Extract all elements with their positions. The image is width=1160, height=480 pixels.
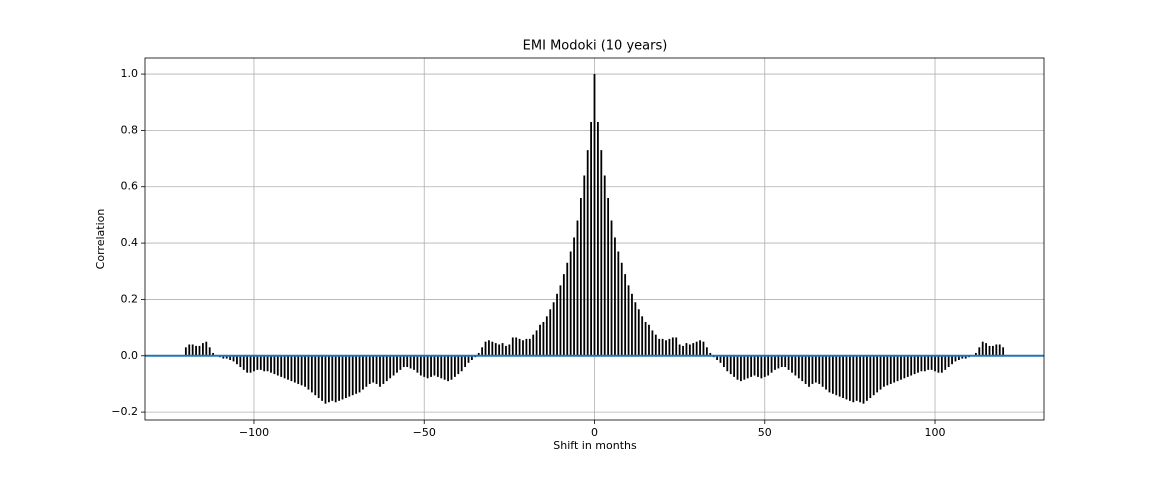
plot-frame bbox=[144, 57, 1045, 421]
y-tick-label: 0.8 bbox=[121, 123, 139, 136]
y-axis-label: Correlation bbox=[94, 209, 107, 270]
chart-title: EMI Modoki (10 years) bbox=[523, 39, 668, 54]
x-tick-label: 50 bbox=[758, 426, 772, 439]
x-tick-label: −50 bbox=[413, 426, 436, 439]
x-axis-label: Shift in months bbox=[553, 439, 637, 452]
y-tick-label: 0.4 bbox=[121, 236, 139, 249]
y-tick-label: −0.2 bbox=[111, 405, 138, 418]
x-tick-label: −100 bbox=[239, 426, 269, 439]
y-tick-label: 0.2 bbox=[121, 292, 139, 305]
y-tick-label: 0.6 bbox=[121, 180, 139, 193]
x-tick-label: 100 bbox=[925, 426, 946, 439]
y-tick-label: 1.0 bbox=[121, 67, 139, 80]
y-tick-label: 0.0 bbox=[121, 349, 139, 362]
x-tick-label: 0 bbox=[591, 426, 598, 439]
